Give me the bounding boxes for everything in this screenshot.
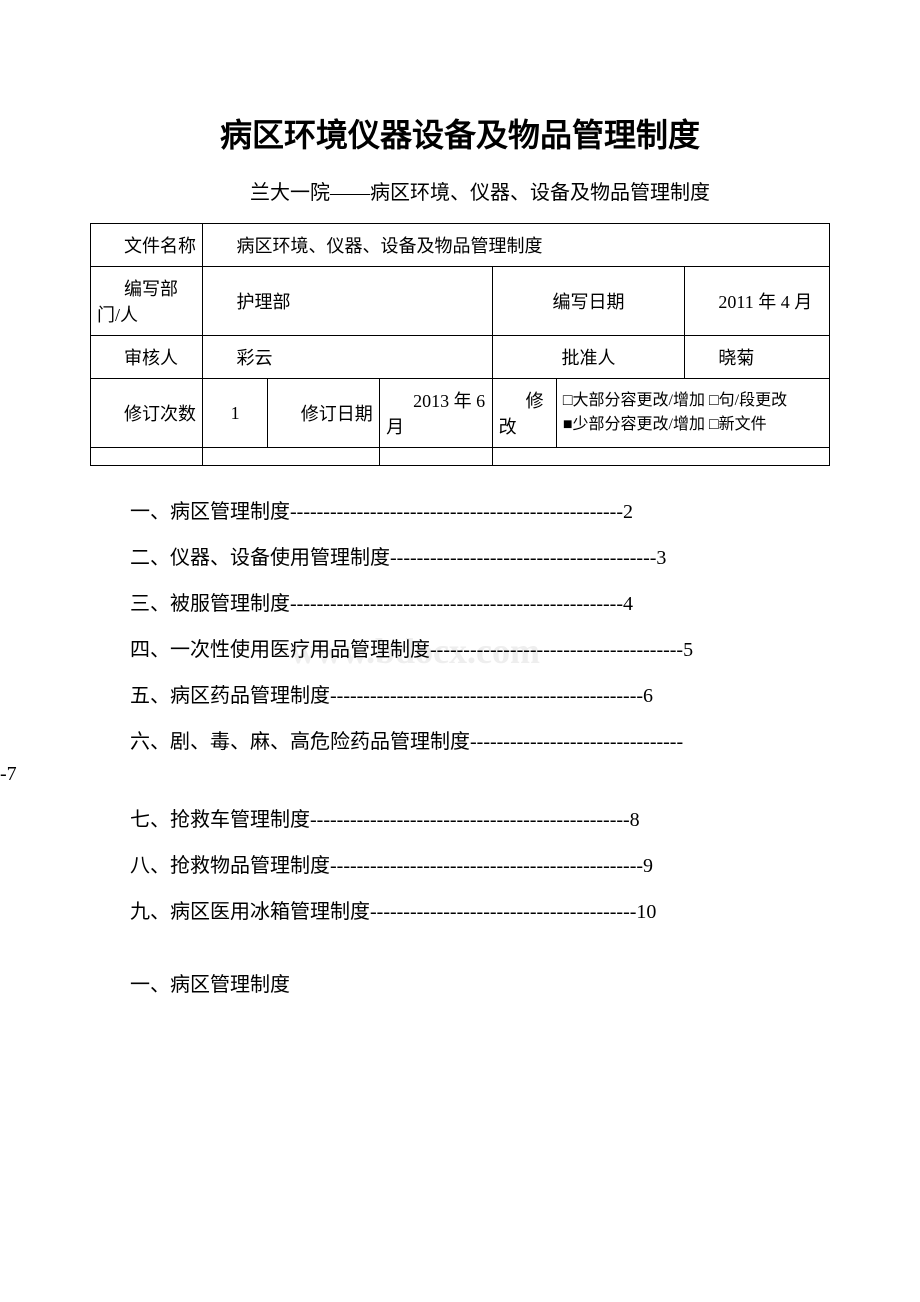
value-modification-options: □大部分容更改/增加 □句/段更改 ■少部分容更改/增加 □新文件 <box>556 379 829 448</box>
label-dept: 编写部门/人 <box>91 267 203 336</box>
empty-cell <box>203 448 380 466</box>
table-row: 修订次数 1 修订日期 2013 年 6 月 修改 □大部分容更改/增加 □句/… <box>91 379 830 448</box>
toc-item: 九、病区医用冰箱管理制度----------------------------… <box>90 896 830 928</box>
table-row: 文件名称 病区环境、仪器、设备及物品管理制度 <box>91 224 830 267</box>
table-row: 审核人 彩云 批准人 晓菊 <box>91 336 830 379</box>
value-file-name: 病区环境、仪器、设备及物品管理制度 <box>203 224 830 267</box>
empty-cell <box>91 448 203 466</box>
toc-item: 三、被服管理制度--------------------------------… <box>90 588 830 620</box>
label-file-name: 文件名称 <box>91 224 203 267</box>
toc-item: 二、仪器、设备使用管理制度---------------------------… <box>90 542 830 574</box>
label-write-date: 编写日期 <box>492 267 685 336</box>
page-wrapper: 病区环境仪器设备及物品管理制度 兰大一院——病区环境、仪器、设备及物品管理制度 … <box>90 110 830 997</box>
label-revision-count: 修订次数 <box>91 379 203 448</box>
value-write-date: 2011 年 4 月 <box>685 267 830 336</box>
section-heading: 一、病区管理制度 <box>90 968 830 997</box>
toc-line1: 六、剧、毒、麻、高危险药品管理制度-----------------------… <box>90 726 830 758</box>
toc-item: 五、病区药品管理制度------------------------------… <box>90 680 830 712</box>
value-revision-count: 1 <box>203 379 267 448</box>
label-approver: 批准人 <box>492 336 685 379</box>
toc-line2: -7 <box>0 758 830 790</box>
label-reviewer: 审核人 <box>91 336 203 379</box>
value-approver: 晓菊 <box>685 336 830 379</box>
toc-item: 七、抢救车管理制度-------------------------------… <box>90 804 830 836</box>
info-table: 文件名称 病区环境、仪器、设备及物品管理制度 编写部门/人 护理部 编写日期 2… <box>90 223 830 466</box>
empty-cell <box>380 448 492 466</box>
label-revision-date: 修订日期 <box>267 379 379 448</box>
toc-item: 四、一次性使用医疗用品管理制度-------------------------… <box>90 634 830 666</box>
document-title: 病区环境仪器设备及物品管理制度 <box>90 110 830 156</box>
option-line: ■少部分容更改/增加 □新文件 <box>563 413 823 437</box>
empty-cell <box>492 448 829 466</box>
table-row: 编写部门/人 护理部 编写日期 2011 年 4 月 <box>91 267 830 336</box>
toc-item: 八、抢救物品管理制度------------------------------… <box>90 850 830 882</box>
toc-item-wrap: 六、剧、毒、麻、高危险药品管理制度-----------------------… <box>90 726 830 790</box>
label-modification: 修改 <box>492 379 556 448</box>
value-dept: 护理部 <box>203 267 492 336</box>
document-subtitle: 兰大一院——病区环境、仪器、设备及物品管理制度 <box>90 176 830 205</box>
toc-item: 一、病区管理制度--------------------------------… <box>90 496 830 528</box>
value-revision-date: 2013 年 6 月 <box>380 379 492 448</box>
value-reviewer: 彩云 <box>203 336 492 379</box>
option-line: □大部分容更改/增加 □句/段更改 <box>563 389 823 413</box>
table-row <box>91 448 830 466</box>
